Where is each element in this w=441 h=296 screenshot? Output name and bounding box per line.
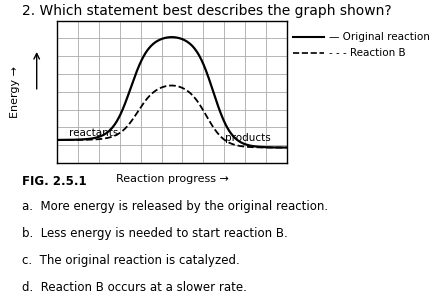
Text: - - - Reaction B: - - - Reaction B [329,48,405,58]
Text: b.  Less energy is needed to start reaction B.: b. Less energy is needed to start reacti… [22,227,288,240]
Text: d.  Reaction B occurs at a slower rate.: d. Reaction B occurs at a slower rate. [22,281,247,295]
Text: c.  The original reaction is catalyzed.: c. The original reaction is catalyzed. [22,254,240,267]
Text: FIG. 2.5.1: FIG. 2.5.1 [22,175,87,188]
Text: products: products [225,133,270,142]
Text: 2. Which statement best describes the graph shown?: 2. Which statement best describes the gr… [22,4,392,18]
Text: reactants: reactants [69,128,118,138]
Text: Energy →: Energy → [11,66,20,118]
Text: — Original reaction: — Original reaction [329,32,430,42]
Text: a.  More energy is released by the original reaction.: a. More energy is released by the origin… [22,200,328,213]
Text: Reaction progress →: Reaction progress → [116,174,228,184]
